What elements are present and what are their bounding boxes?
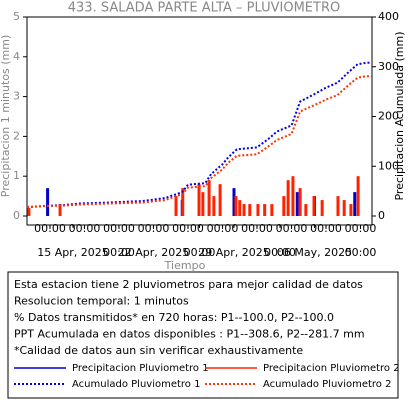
bar <box>201 192 205 216</box>
y2-tick-label: 200 <box>378 110 399 123</box>
bar <box>218 184 222 216</box>
bar <box>263 204 267 216</box>
bar <box>248 204 252 216</box>
bar <box>349 204 353 216</box>
bar <box>282 196 286 216</box>
y2-tick-label: 0 <box>378 209 385 222</box>
bar <box>312 196 316 216</box>
x-tick-label-secondary: 00:00 <box>345 246 377 259</box>
info-text: *Calidad de datos aun sin verificar exha… <box>14 344 303 357</box>
legend-label: Precipitacion Pluviometro 2 <box>263 363 400 374</box>
bar <box>174 196 178 216</box>
bar <box>58 204 62 216</box>
bar <box>27 208 31 216</box>
x-tick-label: 00:00 <box>310 222 342 235</box>
bar <box>232 188 236 216</box>
x-tick-label: 00:00 <box>138 222 170 235</box>
bar <box>212 196 216 216</box>
bar <box>270 204 274 216</box>
x-axis-label: Tiempo <box>164 259 206 272</box>
legend-label: Precipitacion Pluviometro 1 <box>72 363 209 374</box>
x-tick-label-secondary: 22 Apr, 2025 <box>118 246 190 259</box>
bar <box>46 188 50 216</box>
x-tick-label-secondary: 15 Apr, 2025 <box>37 246 109 259</box>
y-tick-label: 2 <box>13 129 20 142</box>
cumulative-line <box>26 61 372 209</box>
x-tick-label: 00:00 <box>241 222 273 235</box>
bar <box>234 196 238 216</box>
x-tick-label-secondary: 06 May, 2025 <box>277 246 352 259</box>
legend-label: Acumulado Pluviometro 1 <box>72 379 200 390</box>
y-tick-label: 1 <box>13 169 20 182</box>
info-text: Resolucion temporal: 1 minutos <box>14 295 189 308</box>
legend-label: Acumulado Pluviometro 2 <box>263 379 391 390</box>
x-tick-label-secondary: 00:00 <box>184 246 216 259</box>
y2-tick-label: 400 <box>378 10 399 23</box>
bar <box>295 192 299 216</box>
bar <box>353 192 357 216</box>
bar <box>298 188 302 216</box>
x-tick-label-secondary: 29 Apr, 2025 <box>198 246 270 259</box>
bar <box>197 184 201 216</box>
bar <box>181 188 185 216</box>
info-text: % Datos transmitidos* en 720 horas: P1--… <box>14 311 334 324</box>
x-tick-label: 00:00 <box>69 222 101 235</box>
x-tick-label: 00:00 <box>172 222 204 235</box>
bar <box>256 204 260 216</box>
bar <box>207 180 211 216</box>
bar <box>320 200 324 216</box>
bar <box>291 176 295 216</box>
bar <box>286 180 290 216</box>
x-tick-label-secondary: 00:00 <box>264 246 296 259</box>
bar <box>304 204 308 216</box>
bar <box>336 196 340 216</box>
x-tick-label: 00:00 <box>276 222 308 235</box>
bar <box>238 200 242 216</box>
y2-axis-label: Precipitacion Acumulada (mm) <box>393 31 406 200</box>
bar <box>356 176 360 216</box>
y-tick-label: 5 <box>13 10 20 23</box>
x-tick-label: 00:00 <box>34 222 66 235</box>
x-tick-label-secondary: 00:00 <box>103 246 135 259</box>
y-axis-label: Precipitacion 1 minutos (mm) <box>0 35 12 197</box>
y-tick-label: 0 <box>13 209 20 222</box>
x-tick-label: 00:00 <box>345 222 377 235</box>
info-box <box>7 271 399 399</box>
bar <box>242 204 246 216</box>
cumulative-line <box>26 75 372 209</box>
info-text: PPT Acumulada en datos disponibles : P1-… <box>14 328 365 341</box>
y2-tick-label: 100 <box>378 159 399 172</box>
y-tick-label: 3 <box>13 90 20 103</box>
chart-title: 433. SALADA PARTE ALTA – PLUVIOMETRO <box>68 1 340 16</box>
y2-tick-label: 300 <box>378 60 399 73</box>
x-tick-label: 00:00 <box>103 222 135 235</box>
info-text: Esta estacion tiene 2 pluviometros para … <box>14 278 363 291</box>
x-tick-label: 00:00 <box>207 222 239 235</box>
y-tick-label: 4 <box>13 50 20 63</box>
bar <box>342 200 346 216</box>
